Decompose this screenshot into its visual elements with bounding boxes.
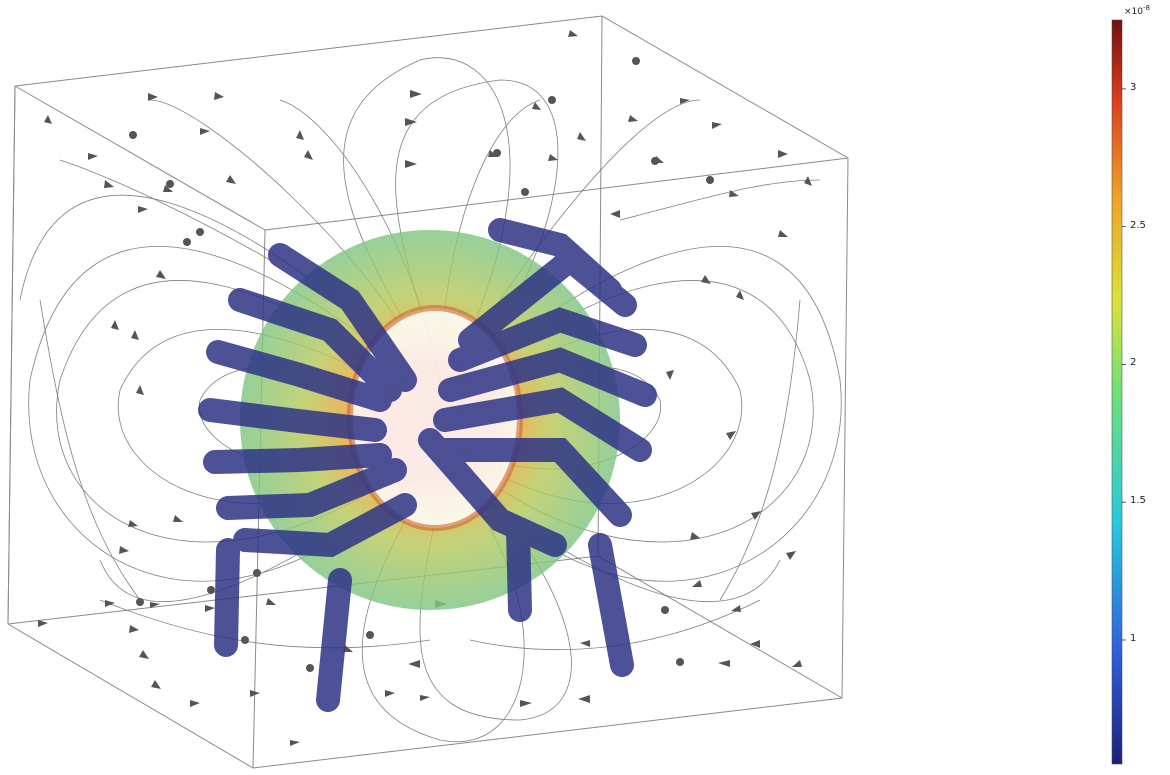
colorbar-multiplier: ×10-8: [1124, 4, 1150, 17]
3d-view[interactable]: [0, 0, 1100, 771]
colorbar-gradient: [1111, 19, 1123, 765]
streamline-seed-points: [129, 57, 714, 672]
colorbar-tick-label: 1: [1130, 633, 1137, 644]
colorbar-scale: [1111, 19, 1126, 765]
colorbar-tick-label: 3: [1130, 81, 1137, 93]
winding-right: [418, 218, 657, 677]
colorbar-ticks: [1122, 88, 1126, 641]
colorbar-tick-label: 1.5: [1130, 495, 1146, 507]
colorbar-tick-label: 2: [1130, 357, 1137, 369]
colorbar: ×10-8 3 2.5 2 1.5 1: [1100, 0, 1170, 771]
plot-canvas: [7, 15, 849, 769]
winding-left: [198, 243, 417, 712]
colorbar-tick-label: 2.5: [1130, 219, 1146, 231]
